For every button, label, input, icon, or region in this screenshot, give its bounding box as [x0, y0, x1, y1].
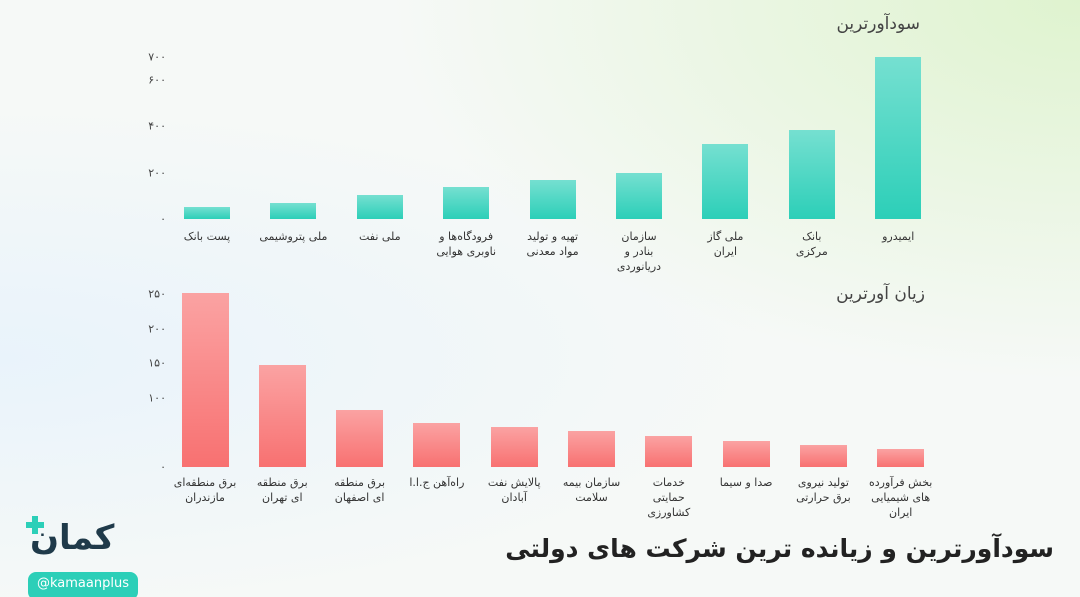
x-tick-label: تولید نیروی برق حرارتی [796, 476, 851, 504]
bar [616, 172, 662, 219]
x-tick-label: بانک مرکزی [795, 230, 828, 258]
bar [490, 426, 538, 467]
x-tick-label: برق منطقه‌ای مازندران [173, 476, 237, 504]
bar [184, 206, 230, 219]
y-tick-label: ۴۰۰ [148, 119, 166, 133]
x-tick-label: برق منطقه ای اصفهان [334, 476, 386, 504]
x-tick-label: ملی گاز ایران [707, 230, 744, 258]
chart-title: زیان آورترین [836, 284, 925, 304]
bar [722, 440, 770, 467]
x-tick-label: ملی پتروشیمی [259, 230, 328, 243]
x-tick-label: پست بانک [183, 230, 231, 243]
bar [799, 444, 847, 467]
x-tick-label: تهیه و تولید مواد معدنی [526, 230, 579, 258]
bar [356, 194, 403, 219]
x-tick-label: فرودگاه‌ها و ناوبری هوایی [436, 230, 497, 258]
y-tick-label: ۱۵۰ [148, 356, 166, 370]
y-tick-label: ۱۰۰ [148, 391, 166, 405]
chart-title: سودآورترین [836, 14, 920, 34]
y-tick-label: ۶۰۰ [148, 73, 166, 87]
bar [443, 187, 490, 219]
x-tick-label: صدا و سیما [719, 476, 773, 489]
x-tick-label: پالایش نفت آبادان [487, 476, 541, 504]
bar [645, 435, 693, 467]
bar [877, 449, 925, 467]
x-tick-label: سازمان بنادر و دریانوردی [616, 230, 662, 273]
x-tick-label: ملی نفت [358, 230, 401, 243]
x-tick-label: خدمات حمایتی کشاورزی [647, 476, 691, 519]
y-tick-label: ۰ [160, 460, 166, 474]
x-tick-label: ایمیدرو [882, 230, 915, 243]
x-tick-label: بخش فرآورده های شیمیایی ایران [869, 476, 933, 519]
y-tick-label: ۰ [160, 212, 166, 226]
x-tick-label: برق منطقه ای تهران [256, 476, 308, 504]
handle: @kamaanplus [28, 572, 138, 597]
y-tick-label: ۷۰۰ [148, 50, 166, 64]
bar [181, 293, 229, 467]
y-tick-label: ۲۰۰ [148, 322, 166, 336]
brand-logo: کمان [30, 518, 115, 558]
page-title: سودآورترین و زیانده ترین شرکت های دولتی [505, 534, 1054, 563]
bar [270, 203, 317, 219]
logo-plus [26, 516, 44, 534]
bar [788, 129, 835, 219]
bar [529, 179, 576, 219]
bar [702, 144, 749, 219]
bar [413, 422, 461, 467]
bar [336, 410, 384, 467]
y-tick-label: ۲۵۰ [148, 287, 166, 301]
bar [568, 431, 615, 467]
x-tick-label: سازمان بیمه سلامت [562, 476, 621, 504]
bar [258, 365, 306, 467]
x-tick-label: راه‌آهن ج.ا.ا [409, 476, 465, 489]
bar [875, 57, 922, 219]
y-tick-label: ۲۰۰ [148, 166, 166, 180]
